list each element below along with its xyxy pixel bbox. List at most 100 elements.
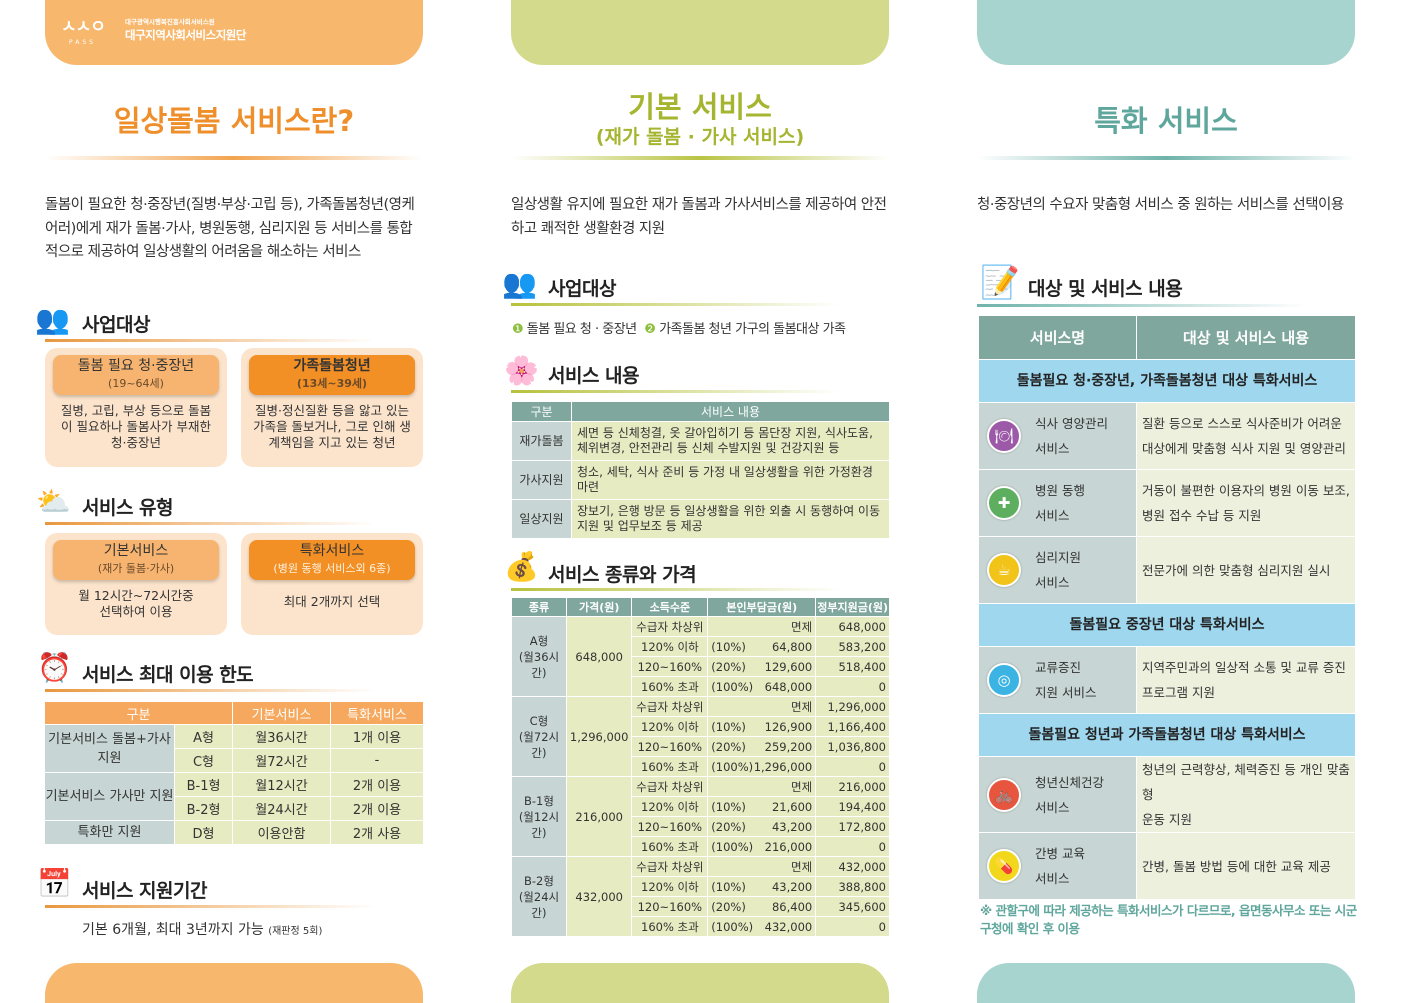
service-row: 🚲 청년신체건강 서비스 청년의 근력향상, 체력증진 등 개인 맞춤형 운동 지원: [978, 756, 1356, 833]
copay-rate: (100%): [711, 679, 754, 694]
basic-cell: 월12시간: [232, 772, 331, 797]
copay-amount: 64,800: [771, 639, 813, 654]
table-row: 160% 초과 (100%) 216,000 0: [512, 836, 890, 857]
copay-rate: (20%): [711, 659, 746, 674]
special-cell: 2개 이용: [330, 772, 424, 797]
copay-wrap: (10%) 21,600: [711, 800, 812, 814]
limit-heading: 서비스 최대 이용 한도: [82, 664, 254, 686]
income-cell: 120% 이하: [631, 796, 709, 817]
header-cell: 서비스 내용: [571, 401, 890, 422]
copay-cell: 면제: [707, 856, 817, 877]
service-name-line: 청년신체건강: [1035, 774, 1105, 790]
table-row: 특화만 지원 D형 이용안함 2개 사용: [44, 820, 424, 845]
table-row: 120~160% (20%) 259,200 1,036,800: [512, 736, 890, 757]
copay-cell: 면제: [707, 616, 817, 637]
top-tab-lime: [511, 0, 889, 65]
copay-rate: (100%): [711, 919, 754, 934]
target-item: 가족돌봄 청년 가구의 돌봄대상 가족: [659, 322, 846, 337]
divider: [45, 905, 375, 908]
service-name-line: 지원 서비스: [1035, 685, 1097, 700]
logo-mark-sub: PASS: [69, 39, 96, 46]
target-box-youth: 가족돌봄청년 (13세~39세) 질병·정신질환 등을 앓고 있는 가족을 돌보거…: [241, 348, 423, 467]
divider: [511, 588, 841, 591]
copay-amount: 432,000: [764, 919, 813, 934]
org-name: 대구지역사회서비스지원단: [125, 28, 246, 42]
copay-amount: 216,000: [764, 839, 813, 854]
service-name-line: 간병 교육: [1035, 846, 1085, 861]
service-desc-line: 거동이 불편한 이용자의 병원 이동 보조,: [1142, 483, 1350, 498]
section-title: 돌봄필요 청년과 가족돌봄청년 대상 특화서비스: [978, 713, 1356, 757]
service-name: 교류증진 지원 서비스: [1035, 655, 1096, 705]
service-desc-line: 운동 지원: [1142, 812, 1192, 827]
service-row: ✚ 병원 동행 서비스 거동이 불편한 이용자의 병원 이동 보조, 병원 접수 수납 …: [978, 469, 1356, 537]
service-name-line: 서비스: [1035, 799, 1070, 815]
copay-wrap: (100%) 648,000: [711, 680, 812, 694]
income-cell: 수급자 차상위: [631, 696, 709, 717]
people-icon: 👥: [35, 303, 70, 336]
subsidy-cell: 1,036,800: [815, 736, 890, 757]
category-cell: 일상지원: [511, 499, 572, 539]
middle-subtitle: (재가 돌봄 · 가사 서비스): [595, 126, 805, 148]
price-heading: 서비스 종류와 가격: [548, 564, 697, 586]
table-row: 120% 이하 (10%) 126,900 1,166,400: [512, 716, 890, 737]
camera-icon: ◎: [987, 663, 1021, 697]
header-cell: 특화서비스: [330, 701, 424, 725]
top-tab-teal: [977, 0, 1355, 65]
subsidy-cell: 648,000: [815, 616, 890, 637]
bottom-tab-teal: [977, 963, 1355, 1003]
period-note: (재판정 5회): [268, 926, 323, 937]
service-name-cell: ◎ 교류증진 지원 서비스: [978, 646, 1137, 714]
type-hours: (월12시간): [518, 809, 560, 840]
price-cell: 648,000: [565, 616, 633, 697]
copay-cell: (10%) 126,900: [707, 716, 817, 737]
middle-intro: 일상생활 유지에 필요한 재가 돌봄과 가사서비스를 제공하여 안전하고 쾌적한…: [511, 197, 887, 237]
copay-cell: 면제: [707, 696, 817, 717]
group-cell: 특화만 지원: [44, 820, 175, 845]
type-name: A형: [529, 633, 549, 648]
copay-rate: (10%): [711, 719, 746, 734]
copay-wrap: (20%) 259,200: [711, 740, 812, 754]
service-desc-line: 청년의 근력향상, 체력증진 등 개인 맞춤형: [1142, 762, 1350, 802]
copay-cell: (100%) 648,000: [707, 676, 817, 697]
income-cell: 120% 이하: [631, 876, 709, 897]
copay-rate: (20%): [711, 739, 746, 754]
service-desc-line: 대상에게 맞춤형 식사 지원 및 영양관리: [1142, 441, 1346, 456]
number-2-icon: ❷: [644, 322, 656, 337]
header-cell: 가격(원): [565, 597, 633, 617]
subsidy-cell: 194,400: [815, 796, 890, 817]
price-cell: 1,296,000: [565, 696, 633, 777]
type-cell: A형: [174, 724, 233, 749]
divider: [511, 390, 841, 393]
basic-cell: 월24시간: [232, 796, 331, 821]
basic-cell: 월36시간: [232, 724, 331, 749]
sun-cloud-icon: ⛅: [36, 485, 71, 518]
service-row: ◎ 교류증진 지원 서비스 지역주민과의 일상적 소통 및 교류 증진 프로그램 지원: [978, 646, 1356, 714]
service-row: 🍽 식사 영양관리 서비스 질환 등으로 스스로 식사준비가 어려운 대상에게 맞춤형 …: [978, 402, 1356, 470]
service-name-cell: 🍽 식사 영양관리 서비스: [978, 402, 1137, 470]
ambulance-icon: ✚: [987, 486, 1021, 520]
target-box-adult: 돌봄 필요 청·중장년 (19~64세) 질병, 고립, 부상 등으로 돌봄이 필…: [45, 348, 227, 467]
table-row: 기본서비스 가사만 지원 B-1형 월12시간 2개 이용: [44, 772, 424, 821]
table-row: 일상지원 장보기, 은행 방문 등 일상생활을 위한 외출 시 동행하여 이동 지…: [511, 499, 890, 539]
table-row: C형 (월72시간) 1,296,000 수급자 차상위 면제 1,296,000: [511, 696, 890, 777]
right-intro: 청·중장년의 수요자 맞춤형 서비스 중 원하는 서비스를 선택이용: [977, 197, 1344, 213]
subsidy-cell: 0: [815, 836, 890, 857]
category-cell: 재가돌봄: [511, 421, 572, 461]
copay-wrap: (10%) 126,900: [711, 720, 812, 734]
section-title: 돌봄필요 중장년 대상 특화서비스: [978, 603, 1356, 647]
group-cell: 기본서비스 돌봄+가사지원: [44, 724, 175, 773]
service-name: 식사 영양관리 서비스: [1035, 411, 1108, 461]
copay-cell: (20%) 86,400: [707, 896, 817, 917]
special-cell: 2개 사용: [330, 820, 424, 845]
copay-rate: (100%): [711, 759, 754, 774]
service-name-line: 서비스: [1035, 871, 1070, 886]
service-desc-line: 간병, 돌봄 방법 등에 대한 교육 제공: [1142, 858, 1331, 874]
table-row: B-2형 (월24시간) 432,000 수급자 차상위 면제 432,000: [511, 856, 890, 937]
copay-wrap: (10%) 43,200: [711, 880, 812, 894]
service-row: 💊 간병 교육 서비스 간병, 돌봄 방법 등에 대한 교육 제공: [978, 832, 1356, 900]
type-cell: B-1형: [174, 772, 233, 797]
table-row: 재가돌봄 세면 등 신체청결, 옷 갈아입히기 등 몸단장 지원, 식사도움, 체…: [511, 421, 890, 461]
header-cell: 본인부담금(원): [707, 597, 817, 617]
header-row: 구분 서비스 내용: [511, 401, 890, 422]
